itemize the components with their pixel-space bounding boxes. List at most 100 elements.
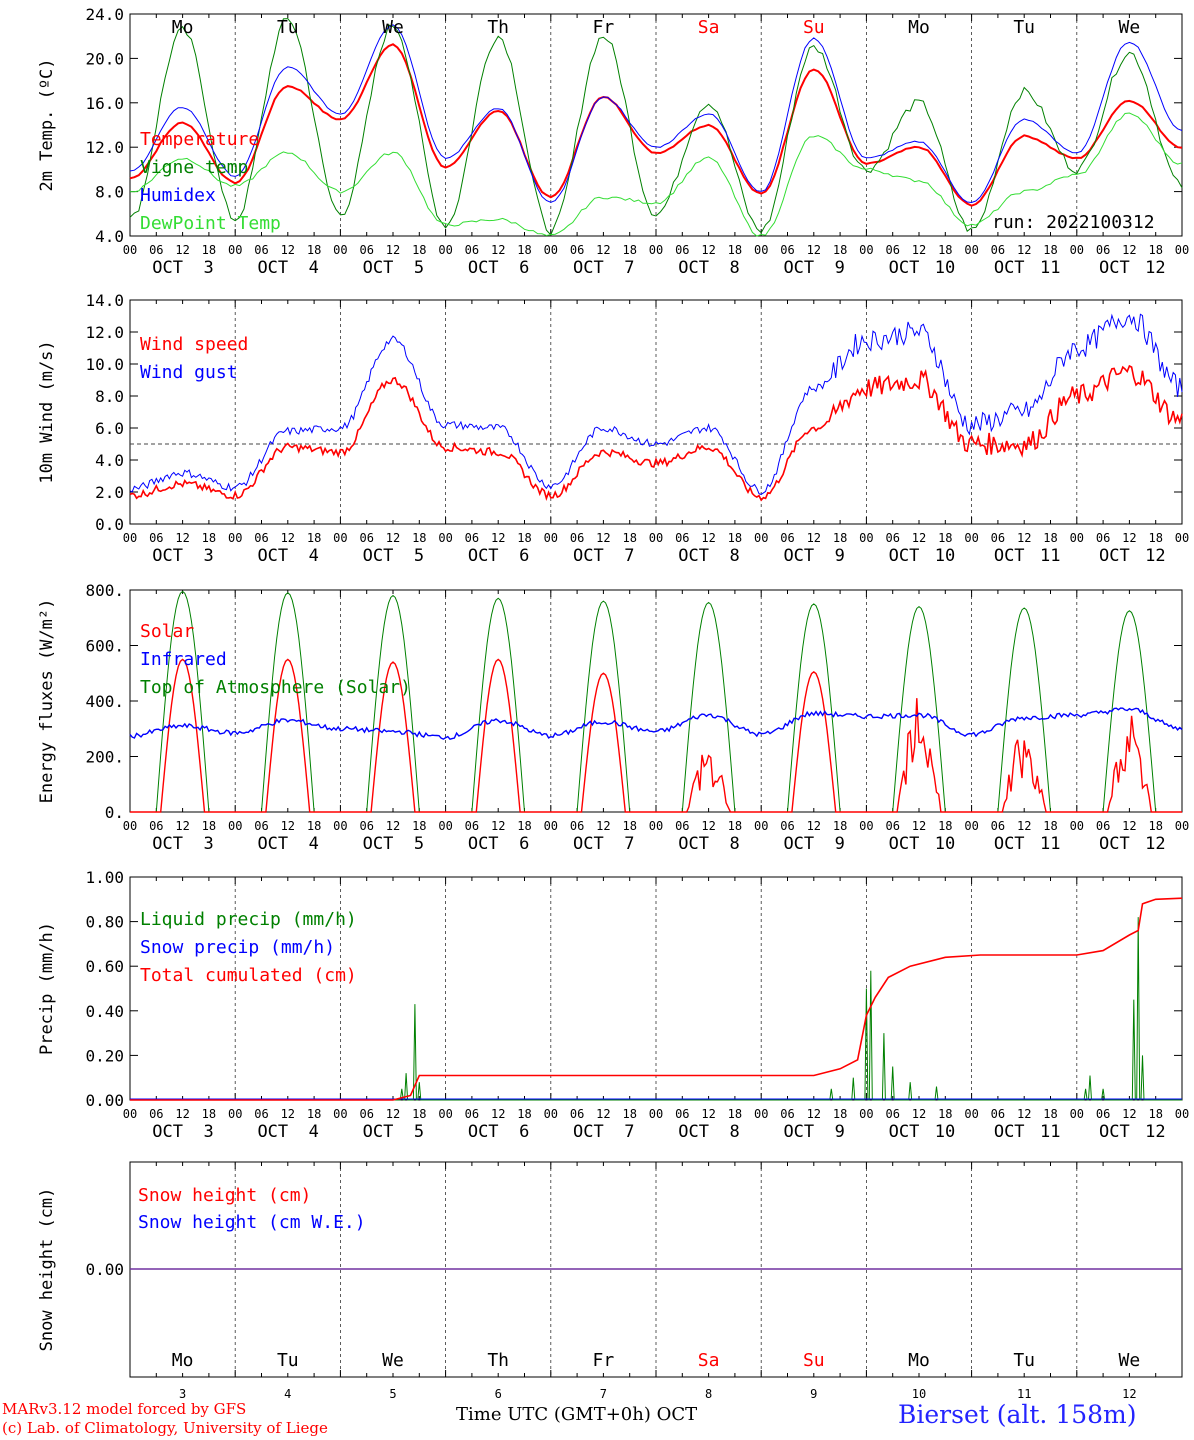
y-tick-label: 24.0 (85, 5, 124, 24)
month-label: OCT (152, 834, 183, 854)
hour-tick-label: 06 (254, 531, 268, 545)
hour-tick-label: 12 (386, 531, 400, 545)
x-axis-title: Time UTC (GMT+0h) OCT (456, 1404, 698, 1425)
hour-tick-label: 00 (438, 1107, 452, 1121)
hour-tick-label: 18 (728, 1107, 742, 1121)
hour-tick-label: 12 (281, 819, 295, 833)
hour-tick-label: 00 (859, 531, 873, 545)
hour-tick-label: 18 (1148, 531, 1162, 545)
series-line-wind-speed (129, 364, 1183, 502)
hour-tick-label: 12 (491, 531, 505, 545)
month-label: OCT (257, 546, 288, 566)
hour-tick-label: 12 (1122, 1107, 1136, 1121)
hour-tick-label: 00 (228, 243, 242, 257)
hour-tick-label: 18 (202, 531, 216, 545)
y-tick-label: 0.80 (85, 913, 124, 932)
hour-tick-label: 06 (570, 1107, 584, 1121)
y-axis-label: Precip (mm/h) (37, 922, 57, 1055)
y-tick-label: 600. (85, 637, 124, 656)
day-label: 7 (624, 834, 634, 854)
hour-tick-label: 00 (1070, 1107, 1084, 1121)
hour-tick-label: 06 (1096, 243, 1110, 257)
month-label: OCT (678, 834, 709, 854)
day-label: 9 (835, 258, 845, 278)
hour-tick-label: 12 (175, 243, 189, 257)
day-label: 11 (1040, 258, 1060, 278)
hour-tick-label: 06 (780, 531, 794, 545)
hour-tick-label: 12 (807, 819, 821, 833)
month-label: OCT (573, 1122, 604, 1142)
hour-tick-label: 00 (544, 531, 558, 545)
hour-tick-label: 00 (964, 243, 978, 257)
hour-tick-label: 12 (1017, 819, 1031, 833)
hour-tick-label: 06 (465, 1107, 479, 1121)
weekday-label: Tu (1013, 17, 1035, 38)
hour-tick-label: 12 (1122, 819, 1136, 833)
hour-tick-label: 12 (491, 819, 505, 833)
hour-tick-label: 00 (123, 819, 137, 833)
hour-tick-label: 12 (491, 1107, 505, 1121)
hour-tick-label: 00 (859, 243, 873, 257)
y-axis-label: Energy fluxes (W/m²) (37, 599, 57, 804)
y-tick-label: 20.0 (85, 49, 124, 68)
hour-tick-label: 06 (675, 819, 689, 833)
month-label: OCT (468, 1122, 499, 1142)
hour-tick-label: 18 (517, 531, 531, 545)
y-tick-label: 0.60 (85, 957, 124, 976)
hour-tick-label: 18 (1043, 1107, 1057, 1121)
day-label: 6 (495, 1387, 502, 1401)
weekday-label: Sa (698, 1350, 720, 1371)
hour-tick-label: 06 (149, 1107, 163, 1121)
y-tick-label: 0.40 (85, 1002, 124, 1021)
y-tick-label: 12.0 (85, 323, 124, 342)
hour-tick-label: 18 (307, 531, 321, 545)
hour-tick-label: 00 (544, 819, 558, 833)
hour-tick-label: 00 (228, 531, 242, 545)
month-label: OCT (257, 258, 288, 278)
day-label: 9 (835, 546, 845, 566)
month-label: OCT (1099, 546, 1130, 566)
legend-entry: Snow precip (mm/h) (140, 937, 335, 958)
hour-tick-label: 00 (754, 1107, 768, 1121)
weekday-label: Sa (698, 17, 720, 38)
month-label: OCT (363, 546, 394, 566)
hour-tick-label: 06 (465, 243, 479, 257)
hour-tick-label: 18 (1043, 819, 1057, 833)
day-label: 6 (519, 834, 529, 854)
day-label: 7 (600, 1387, 607, 1401)
station-name: Bierset (alt. 158m) (898, 1400, 1137, 1429)
day-label: 12 (1145, 546, 1165, 566)
hour-tick-label: 00 (123, 243, 137, 257)
hour-tick-label: 00 (1070, 531, 1084, 545)
series-line-vigne-temp (129, 18, 1183, 236)
hour-tick-label: 12 (912, 243, 926, 257)
month-label: OCT (152, 258, 183, 278)
month-label: OCT (573, 258, 604, 278)
hour-tick-label: 18 (202, 819, 216, 833)
legend-entry: Infrared (140, 649, 227, 670)
hour-tick-label: 18 (1148, 243, 1162, 257)
day-label: 4 (309, 834, 319, 854)
hour-tick-label: 06 (465, 819, 479, 833)
hour-tick-label: 12 (386, 1107, 400, 1121)
hour-tick-label: 18 (517, 243, 531, 257)
hour-tick-label: 06 (149, 243, 163, 257)
day-label: 6 (519, 1122, 529, 1142)
y-axis-label: 10m Wind (m/s) (37, 340, 57, 483)
day-label: 8 (729, 834, 739, 854)
day-label: 11 (1017, 1387, 1031, 1401)
day-label: 3 (203, 258, 213, 278)
hour-tick-label: 00 (333, 243, 347, 257)
legend-entry: Solar (140, 621, 194, 642)
hour-tick-label: 18 (728, 819, 742, 833)
hour-tick-label: 06 (1096, 1107, 1110, 1121)
hour-tick-label: 06 (570, 243, 584, 257)
hour-tick-label: 00 (1175, 531, 1189, 545)
hour-tick-label: 00 (964, 1107, 978, 1121)
y-tick-label: 10.0 (85, 355, 124, 374)
month-label: OCT (783, 258, 814, 278)
hour-tick-label: 06 (149, 531, 163, 545)
hour-tick-label: 00 (544, 1107, 558, 1121)
y-tick-label: 12.0 (85, 138, 124, 157)
hour-tick-label: 12 (912, 819, 926, 833)
